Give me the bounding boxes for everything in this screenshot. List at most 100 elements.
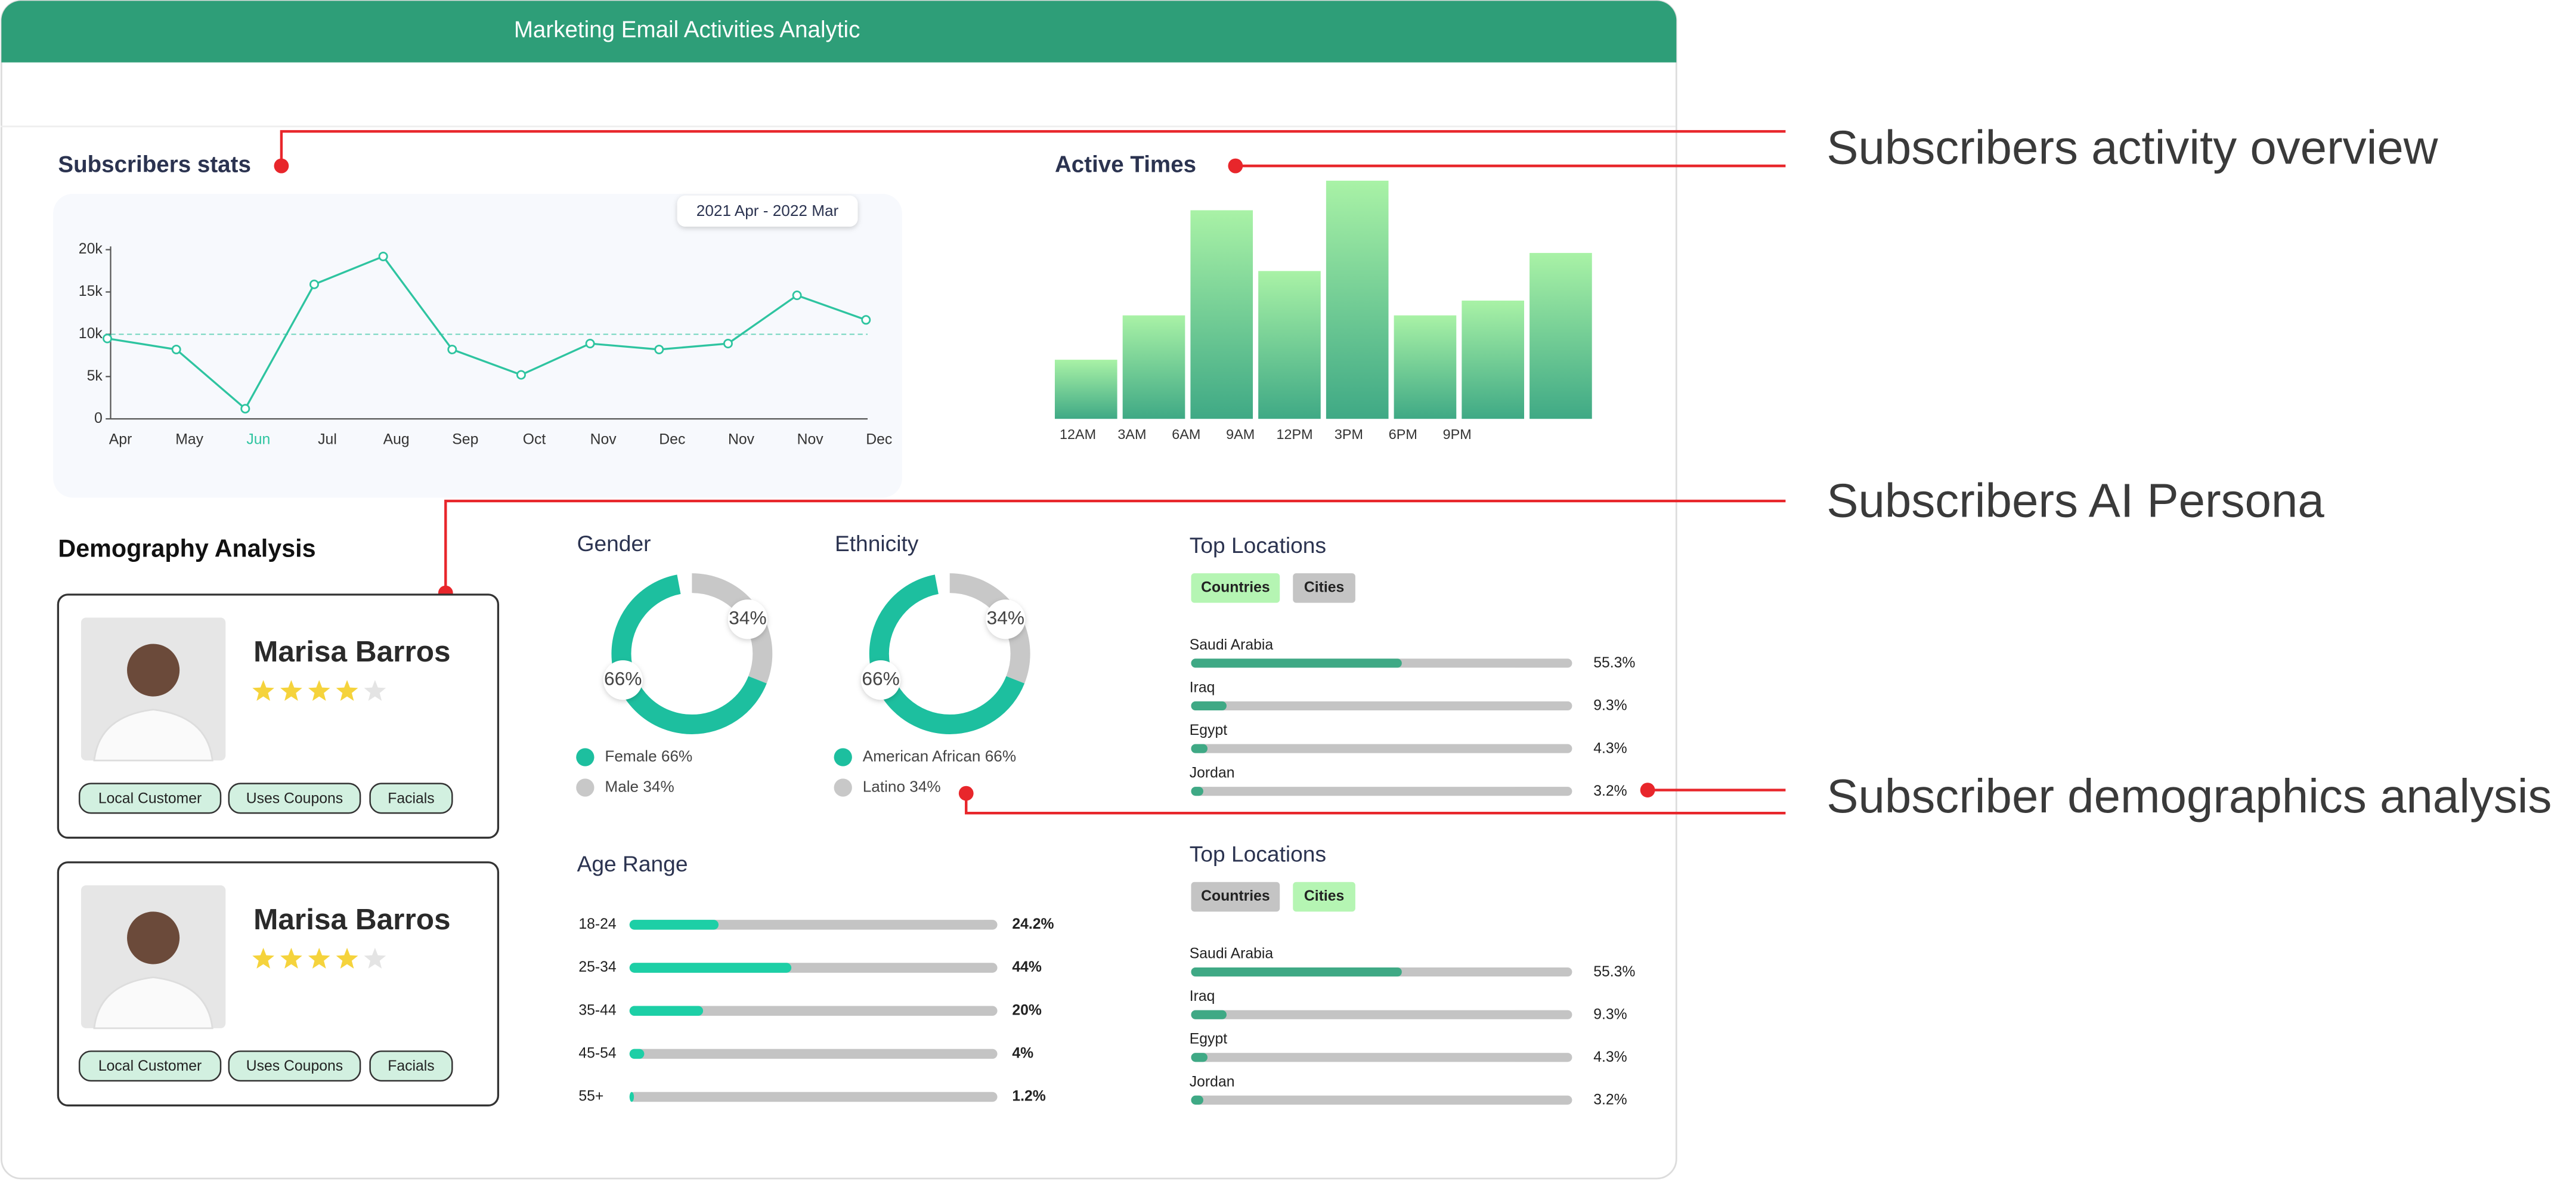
x-tick-label: Nov — [590, 432, 617, 448]
x-tick-label: 6AM — [1172, 426, 1200, 442]
star — [252, 947, 274, 969]
photo-body — [93, 976, 213, 1029]
star — [364, 680, 386, 701]
section-title: Ethnicity — [835, 531, 919, 556]
bar-track — [629, 1006, 998, 1016]
section-title: Top Locations — [1190, 842, 1326, 867]
label-bubble — [986, 599, 1026, 639]
bar — [1258, 271, 1321, 419]
point — [309, 279, 319, 289]
tab-label[interactable]: Countries — [1201, 888, 1270, 904]
section-title: Top Locations — [1190, 533, 1326, 558]
donut-label: 34% — [987, 607, 1024, 629]
annotation: Subscribers activity overview — [1826, 120, 2438, 174]
legend-dot — [834, 778, 852, 797]
date-pill[interactable] — [677, 195, 858, 227]
star — [280, 947, 302, 969]
y-tick-label: 10k — [79, 326, 103, 342]
tab-label[interactable]: Cities — [1304, 579, 1344, 595]
value-label: 55.3% — [1593, 964, 1635, 980]
point — [516, 370, 526, 380]
bar — [1191, 701, 1227, 711]
tab-label[interactable]: Cities — [1304, 888, 1344, 904]
star — [336, 680, 358, 701]
row-label: Egypt — [1190, 722, 1227, 738]
star — [252, 680, 274, 701]
tab[interactable] — [1191, 882, 1280, 912]
x-tick-label: 12PM — [1276, 426, 1312, 442]
donut-label: 34% — [729, 607, 766, 629]
value-label: 20% — [1012, 1002, 1042, 1018]
value-label: 4% — [1012, 1045, 1033, 1061]
point — [240, 404, 250, 414]
star — [280, 680, 302, 701]
tab[interactable] — [1191, 573, 1280, 603]
row-label: Saudi Arabia — [1190, 637, 1274, 653]
row-label: Iraq — [1190, 679, 1215, 695]
point — [861, 315, 871, 325]
bar — [1191, 1095, 1203, 1105]
row-label: 35-44 — [578, 1002, 617, 1018]
annotation-lines — [280, 130, 1786, 815]
x-tick-label: Nov — [728, 432, 755, 448]
donut-segment — [611, 573, 773, 734]
y-tick-label: 5k — [87, 368, 103, 384]
x-tick-label: 6PM — [1389, 426, 1417, 442]
tab[interactable] — [1293, 573, 1355, 603]
donut-segment — [611, 573, 773, 734]
point — [792, 290, 802, 301]
legend-label: Male 34% — [605, 777, 674, 795]
donut-segment — [869, 573, 1030, 734]
label-bubble — [603, 660, 643, 700]
bar — [629, 1006, 704, 1016]
row-label: Egypt — [1190, 1031, 1227, 1047]
tab[interactable] — [1293, 882, 1355, 912]
row-label: Iraq — [1190, 988, 1215, 1004]
y-tick-label: 20k — [79, 241, 103, 257]
row-label: Saudi Arabia — [1190, 946, 1274, 962]
section-title: Demography Analysis — [58, 534, 315, 562]
value-label: 24.2% — [1012, 916, 1054, 932]
x-tick-label: 12AM — [1060, 426, 1096, 442]
value-label: 44% — [1012, 959, 1042, 975]
tab-label[interactable]: Countries — [1201, 579, 1270, 595]
row-label: Jordan — [1190, 1074, 1235, 1090]
x-tick-label: Jun — [246, 432, 270, 448]
header-bar — [1, 1, 1677, 63]
bar — [1191, 1053, 1208, 1062]
bar — [1054, 360, 1117, 419]
value-label: 1.2% — [1012, 1089, 1045, 1105]
legend-dot — [834, 748, 852, 766]
photo-head — [127, 644, 180, 697]
point — [723, 339, 733, 348]
bar-track — [1191, 1053, 1572, 1062]
donut-label: 66% — [862, 667, 899, 689]
x-tick-label: Dec — [866, 432, 892, 448]
persona-name: Marisa Barros — [253, 635, 450, 668]
label-bubble — [727, 599, 768, 639]
value-label: 9.3% — [1593, 1006, 1627, 1022]
point — [585, 339, 595, 348]
bar-track — [1191, 744, 1572, 753]
x-tick-label: 9AM — [1226, 426, 1255, 442]
bar-track — [1191, 1010, 1572, 1019]
header-title: Marketing Email Activities Analytic — [514, 17, 860, 43]
bar — [1191, 1010, 1227, 1019]
section-title: Age Range — [577, 851, 688, 876]
bar — [1394, 315, 1457, 419]
row-label: 18-24 — [578, 916, 617, 932]
value-label: 3.2% — [1593, 783, 1627, 799]
row-label: 25-34 — [578, 959, 617, 975]
tag — [369, 1050, 453, 1082]
value-label: 3.2% — [1593, 1092, 1627, 1108]
star — [308, 947, 330, 969]
tag — [228, 783, 361, 814]
tag-label: Local Customer — [98, 790, 202, 806]
bar — [1191, 967, 1402, 977]
bar — [1326, 180, 1389, 419]
bar — [629, 1049, 645, 1059]
point — [171, 344, 181, 354]
point — [103, 333, 112, 344]
x-tick-label: Sep — [452, 432, 478, 448]
x-tick-label: Oct — [523, 432, 546, 448]
